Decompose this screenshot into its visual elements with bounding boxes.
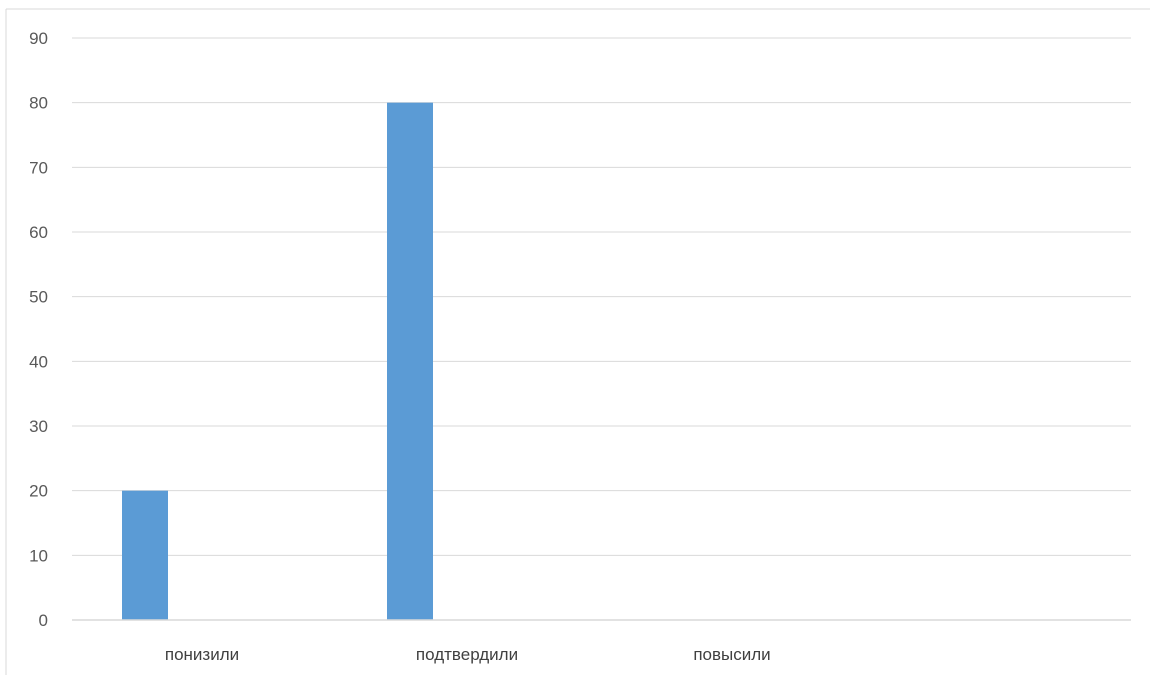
x-category-label: повысили	[693, 645, 770, 664]
bar-1	[387, 102, 433, 620]
y-tick-label: 30	[29, 417, 48, 436]
bar-0	[122, 490, 168, 620]
x-category-label: понизили	[165, 645, 239, 664]
y-tick-label: 10	[29, 546, 48, 565]
y-tick-label: 60	[29, 223, 48, 242]
y-tick-label: 50	[29, 288, 48, 307]
y-tick-label: 40	[29, 352, 48, 371]
x-category-label: подтвердили	[416, 645, 518, 664]
y-tick-label: 90	[29, 29, 48, 48]
y-tick-label: 20	[29, 482, 48, 501]
y-axis-tick-labels: 0 10 20 30 40 50 60 70 80 90	[29, 29, 48, 630]
gridlines	[72, 37, 1131, 556]
x-axis-category-labels: понизили подтвердили повысили	[165, 645, 771, 664]
y-tick-label: 0	[39, 611, 48, 630]
y-tick-label: 80	[29, 94, 48, 113]
y-tick-label: 70	[29, 158, 48, 177]
bars	[122, 102, 433, 620]
